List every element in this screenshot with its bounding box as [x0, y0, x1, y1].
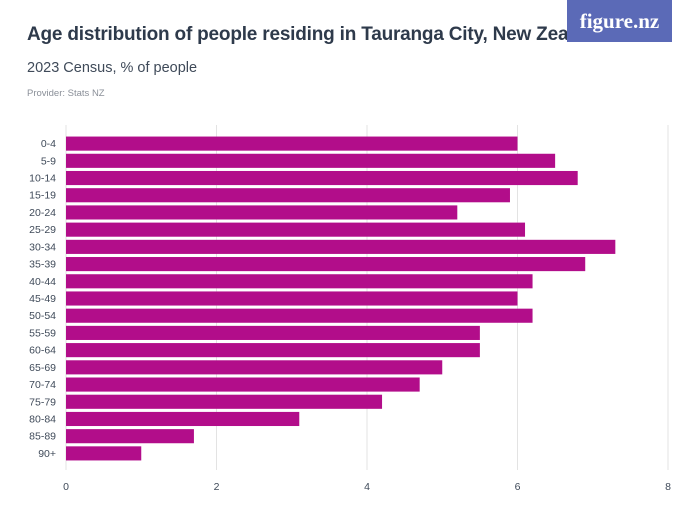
bar-30-34[interactable] [66, 239, 616, 254]
x-tick-label: 4 [364, 481, 370, 493]
category-label: 5-9 [41, 155, 56, 167]
category-label: 65-69 [29, 362, 56, 374]
bar-5-9[interactable] [66, 153, 556, 168]
x-tick-label: 2 [214, 481, 220, 493]
category-label: 55-59 [29, 327, 56, 339]
bar-90+[interactable] [66, 446, 142, 461]
bar-60-64[interactable] [66, 343, 480, 358]
category-label: 75-79 [29, 396, 56, 408]
category-label: 85-89 [29, 431, 56, 443]
bar-50-54[interactable] [66, 308, 533, 323]
category-label: 45-49 [29, 293, 56, 305]
bar-70-74[interactable] [66, 377, 420, 392]
bar-80-84[interactable] [66, 411, 300, 427]
provider-note: Provider: Stats NZ [27, 88, 105, 99]
bar-85-89[interactable] [66, 429, 194, 444]
bar-65-69[interactable] [66, 360, 443, 375]
figure-nz-logo[interactable]: figure.nz [567, 0, 672, 42]
logo-text: figure.nz [579, 8, 660, 33]
bar-55-59[interactable] [66, 325, 480, 340]
category-label: 40-44 [29, 276, 56, 288]
category-labels: 0-4 5-9 10-14 15-19 20-24 25-29 30-34 35-39 40-4… [29, 138, 56, 460]
category-label: 0-4 [41, 138, 56, 150]
bar-20-24[interactable] [66, 205, 458, 220]
category-label: 25-29 [29, 224, 56, 236]
bar-40-44[interactable] [66, 274, 533, 289]
bar-series [66, 136, 616, 461]
category-label: 10-14 [29, 173, 56, 185]
x-tick-label: 8 [665, 481, 671, 493]
chart-subtitle: 2023 Census, % of people [27, 60, 198, 76]
category-label: 35-39 [29, 259, 56, 271]
x-tick-label: 6 [515, 481, 521, 493]
category-label: 90+ [38, 448, 56, 460]
category-label: 15-19 [29, 190, 56, 202]
x-tick-label: 0 [63, 481, 69, 493]
bar-45-49[interactable] [66, 291, 518, 306]
x-tick-labels: 0 2 4 6 8 [63, 481, 671, 493]
bar-15-19[interactable] [66, 188, 510, 203]
bar-75-79[interactable] [66, 394, 383, 409]
category-label: 70-74 [29, 379, 56, 391]
bar-0-4[interactable] [66, 136, 518, 151]
chart-title: Age distribution of people residing in T… [27, 24, 607, 45]
category-label: 60-64 [29, 345, 56, 357]
category-label: 20-24 [29, 207, 56, 219]
category-label: 50-54 [29, 310, 56, 322]
bar-25-29[interactable] [66, 222, 526, 237]
bar-35-39[interactable] [66, 257, 586, 272]
category-label: 80-84 [29, 413, 56, 425]
bar-10-14[interactable] [66, 170, 578, 186]
category-label: 30-34 [29, 241, 56, 253]
